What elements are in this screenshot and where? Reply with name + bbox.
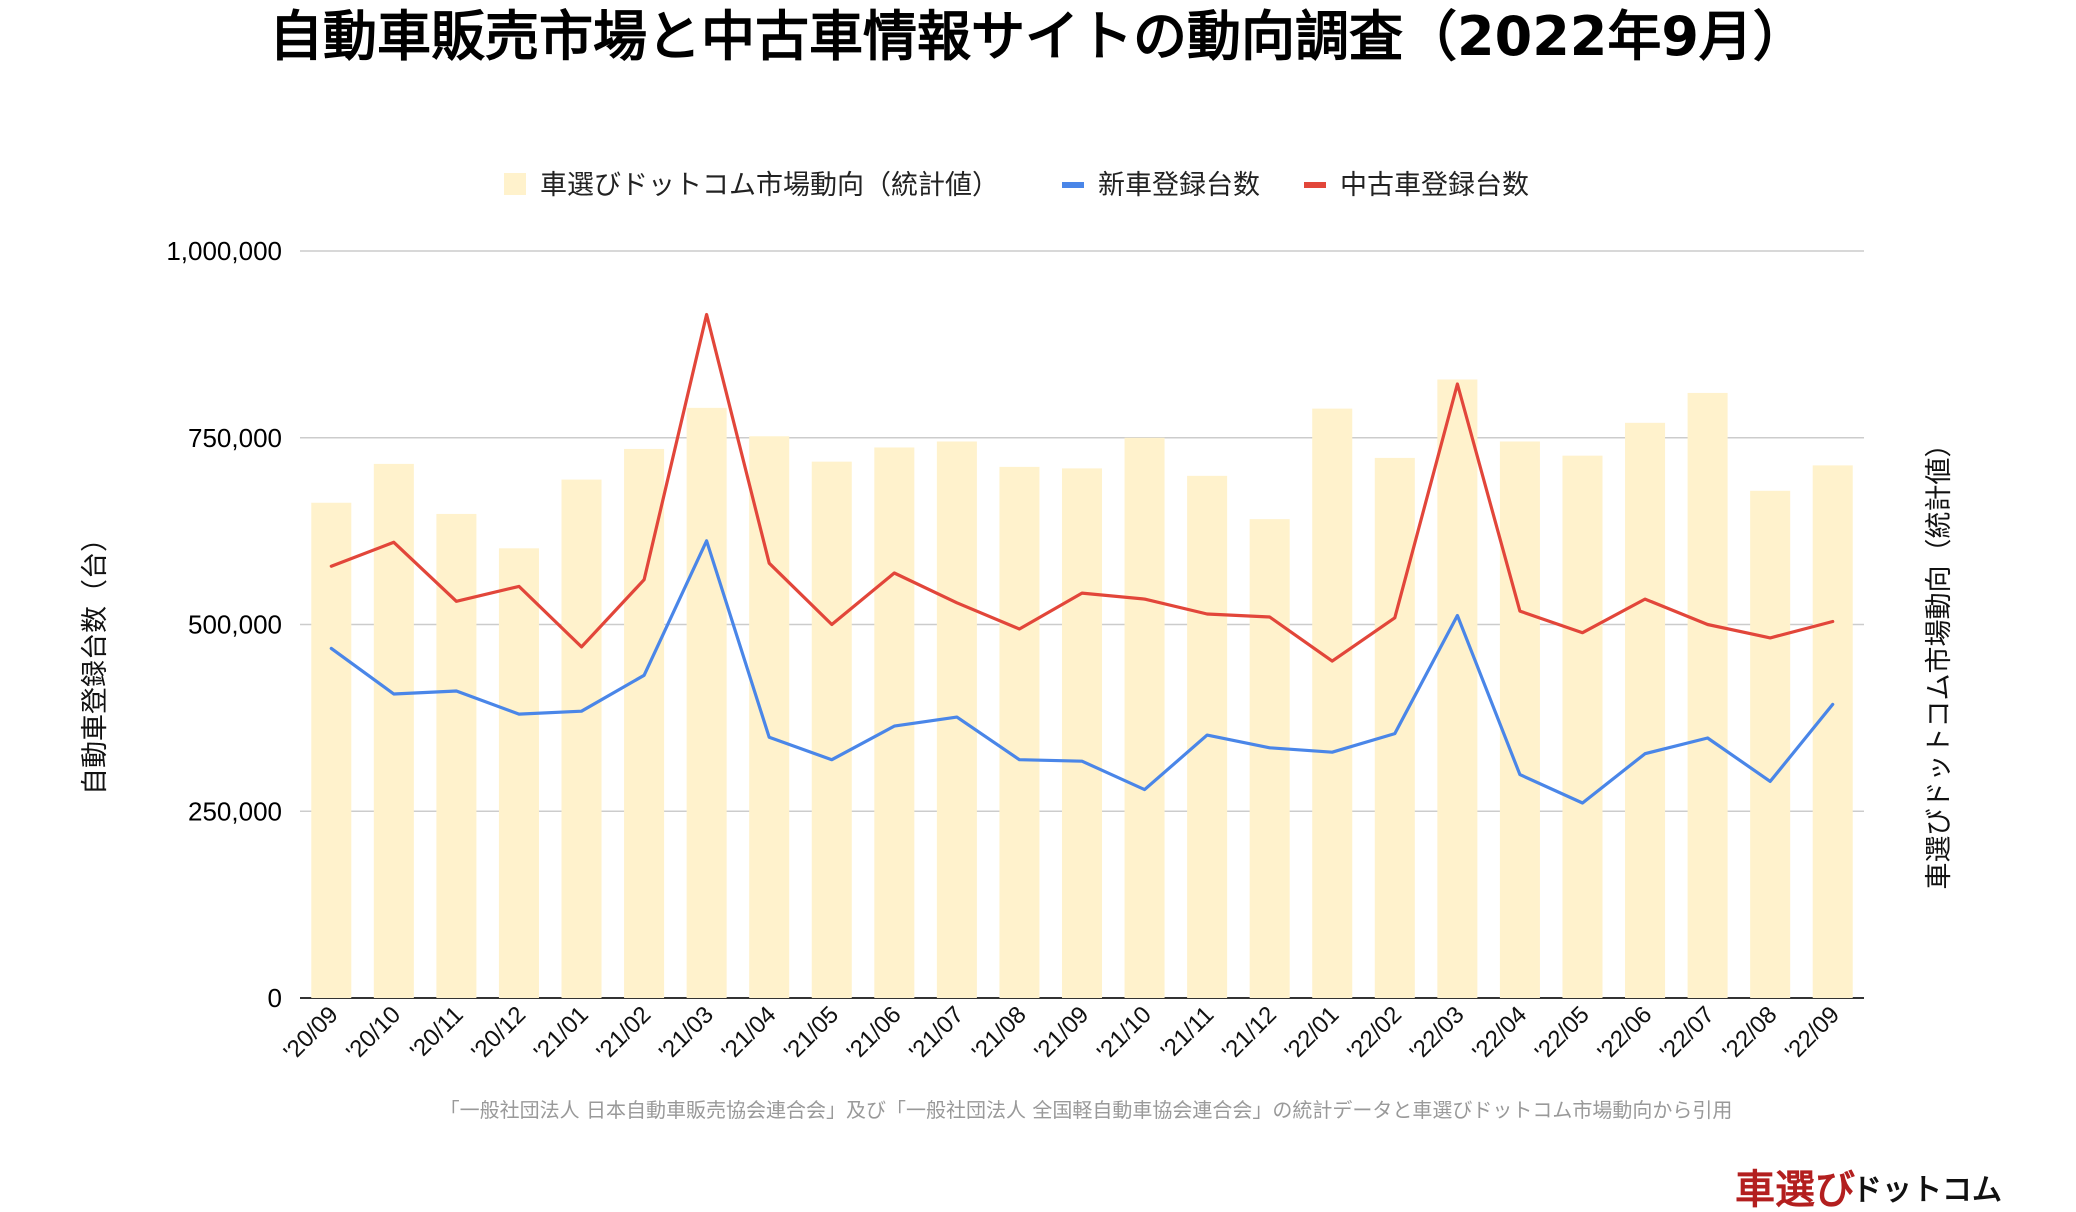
x-tick-label: '21/10	[1092, 1001, 1157, 1066]
logo-sub-text: ドットコム	[1852, 1173, 2002, 1208]
x-tick-label: '21/12	[1217, 1001, 1282, 1066]
y-tick-label: 250,000	[188, 796, 282, 826]
x-tick-label: '21/03	[654, 1001, 719, 1066]
bar	[999, 466, 1040, 998]
legend-swatch-bar	[504, 173, 526, 195]
y-axis-label-right: 車選びドットコム市場動向（統計値）	[1924, 431, 1955, 890]
bar	[1499, 441, 1540, 998]
bar	[1249, 519, 1290, 998]
bar	[811, 461, 852, 998]
x-tick-label: '22/02	[1342, 1001, 1407, 1066]
bar	[1687, 392, 1728, 998]
x-tick-label: '21/07	[904, 1001, 969, 1066]
bar-series	[311, 379, 1853, 999]
chart-title: 自動車販売市場と中古車情報サイトの動向調査（2022年9月）	[269, 5, 1807, 68]
bar	[1374, 457, 1415, 998]
x-tick-label: '22/08	[1718, 1001, 1783, 1066]
x-tick-label: '21/04	[717, 1001, 782, 1066]
legend-label-new-cars: 新車登録台数	[1098, 170, 1260, 201]
logo: 車選び ドットコム	[1735, 1167, 2002, 1212]
y-tick-label: 1,000,000	[166, 236, 282, 266]
x-tick-label: '20/11	[405, 1001, 469, 1065]
line-used-cars	[329, 312, 1835, 663]
x-tick-label: '20/12	[466, 1001, 531, 1066]
legend-label-used-cars: 中古車登録台数	[1340, 170, 1529, 201]
bar	[749, 436, 790, 999]
x-tick-label: '22/06	[1592, 1001, 1657, 1066]
bar	[1312, 408, 1353, 998]
legend-swatch-used-cars	[1304, 182, 1326, 188]
bar	[1812, 465, 1853, 998]
x-tick-label: '21/08	[967, 1001, 1032, 1066]
y-axis-ticks: 0 250,000 500,000 750,000 1,000,000	[166, 236, 282, 1013]
x-axis-ticks: '20/09'20/10'20/11'20/12'21/01'21/02'21/…	[279, 1001, 1845, 1066]
x-tick-label: '22/01	[1280, 1001, 1345, 1066]
bar	[1750, 490, 1791, 998]
x-tick-label: '21/11	[1156, 1001, 1220, 1065]
y-tick-label: 750,000	[188, 423, 282, 453]
x-tick-label: '22/09	[1780, 1001, 1845, 1066]
bar	[436, 513, 477, 998]
x-tick-label: '22/03	[1405, 1001, 1470, 1066]
bar	[624, 448, 665, 999]
x-tick-label: '20/09	[279, 1001, 344, 1066]
bar	[686, 407, 727, 998]
x-tick-label: '21/05	[779, 1001, 844, 1066]
x-tick-label: '21/02	[592, 1001, 657, 1066]
legend-label-market: 車選びドットコム市場動向（統計値）	[540, 170, 999, 201]
bar	[1437, 379, 1478, 998]
x-tick-label: '22/05	[1530, 1001, 1595, 1066]
line-new-cars	[329, 539, 1835, 805]
x-tick-label: '21/01	[529, 1001, 594, 1066]
x-tick-label: '20/10	[341, 1001, 406, 1066]
x-tick-label: '22/04	[1467, 1001, 1532, 1066]
y-tick-label: 500,000	[188, 610, 282, 640]
y-tick-label: 0	[268, 983, 282, 1013]
line-series	[329, 312, 1835, 805]
x-tick-label: '22/07	[1655, 1001, 1720, 1066]
bar	[1562, 455, 1603, 999]
bar	[498, 548, 539, 998]
x-tick-label: '21/09	[1029, 1001, 1094, 1066]
y-axis-label-left: 自動車登録台数（台）	[80, 525, 111, 795]
bar	[1124, 437, 1165, 998]
bar	[311, 502, 352, 998]
legend: 車選びドットコム市場動向（統計値） 新車登録台数 中古車登録台数	[504, 170, 1529, 201]
bar	[561, 479, 602, 998]
bar	[1061, 468, 1103, 998]
legend-swatch-new-cars	[1062, 182, 1084, 188]
x-tick-label: '21/06	[842, 1001, 907, 1066]
source-note: 「一般社団法人 日本自動車販売協会連合会」及び「一般社団法人 全国軽自動車協会連…	[440, 1098, 1733, 1122]
bar	[1625, 422, 1666, 998]
logo-main-text: 車選び	[1735, 1167, 1855, 1212]
